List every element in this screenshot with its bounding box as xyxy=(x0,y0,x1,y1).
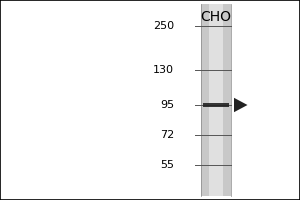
Polygon shape xyxy=(234,98,247,112)
Text: 250: 250 xyxy=(153,21,174,31)
Text: 95: 95 xyxy=(160,100,174,110)
Text: 72: 72 xyxy=(160,130,174,140)
Text: 130: 130 xyxy=(153,65,174,75)
Bar xyxy=(201,4,231,196)
Bar xyxy=(203,103,229,107)
Bar xyxy=(209,4,223,196)
Text: 55: 55 xyxy=(160,160,174,170)
Text: CHO: CHO xyxy=(200,10,232,24)
